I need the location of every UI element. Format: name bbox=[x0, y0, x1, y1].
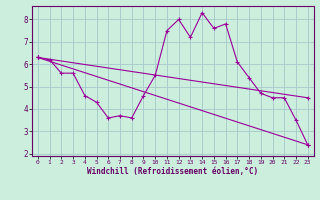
X-axis label: Windchill (Refroidissement éolien,°C): Windchill (Refroidissement éolien,°C) bbox=[87, 167, 258, 176]
